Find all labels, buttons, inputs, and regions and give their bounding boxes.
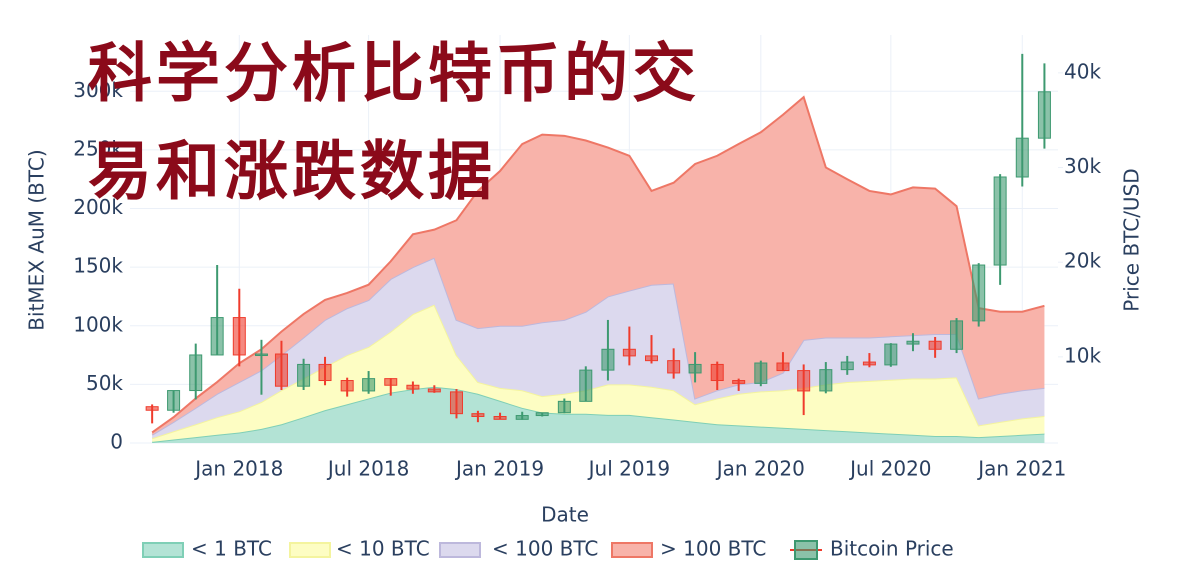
y2-tick-label: 10k [1064,343,1101,367]
candle-body [274,353,288,387]
legend-label: > 100 BTC [660,537,766,561]
candle-body [167,390,181,411]
candle-body [471,413,485,417]
candle-body [145,406,159,411]
x-tick-label: Jan 2018 [193,457,283,481]
candle-body [318,363,332,382]
candle-body [950,320,964,350]
area [152,304,1045,442]
candle-body [1037,91,1051,139]
candle-body [297,363,311,387]
y-tick-label: 200k [73,195,123,219]
candle-body [862,361,876,366]
candle-body [993,176,1007,266]
candle-body [427,388,441,393]
legend-swatch [142,542,184,558]
candle-body [688,363,702,374]
legend-label: < 100 BTC [492,537,598,561]
y-tick-label: 250k [73,136,123,160]
candle-body [972,264,986,322]
candle-body [710,363,724,382]
overlay-title: 科学分析比特币的交 [88,38,700,112]
candle-body [601,348,615,371]
area [152,97,1045,435]
candle-body [622,348,636,357]
legend-swatch [289,542,331,558]
y2-tick-label: 20k [1064,249,1101,273]
legend-label: < 1 BTC [191,537,272,561]
x-tick-label: Jul 2020 [848,457,931,481]
y-tick-label: 50k [86,371,123,395]
y-axis-label: BitMEX AuM (BTC) [25,149,49,330]
candle-body [840,361,854,371]
y2-tick-label: 40k [1064,59,1101,83]
candle-body [254,353,268,357]
candle-body [797,370,811,392]
candle-body [645,355,659,362]
area [152,257,1045,439]
candle-body [906,340,920,345]
candle-body [384,378,398,386]
candle-body [232,317,246,356]
legend-swatch [611,542,653,558]
candle-body [449,391,463,415]
overlay-title: 易和涨跌数据 [88,136,496,210]
x-tick-label: Jan 2019 [454,457,544,481]
candle-body [579,369,593,402]
area-line [151,95,1045,434]
candle-body [667,360,681,374]
x-axis-label: Date [541,503,589,527]
x-tick-label: Jul 2019 [587,457,670,481]
y-tick-label: 100k [73,312,123,336]
legend-swatch [794,540,818,560]
candle-body [340,380,354,392]
candle-body [557,400,571,414]
candle-body [515,415,529,420]
candle-body [1015,137,1029,178]
candle-body [732,380,746,384]
y2-tick-label: 30k [1064,154,1101,178]
y2-axis-label: Price BTC/USD [1120,168,1144,311]
x-tick-label: Jul 2018 [326,457,409,481]
legend-swatch [439,542,481,558]
x-tick-label: Jan 2021 [976,457,1066,481]
candle-body [362,378,376,392]
y-tick-label: 150k [73,254,123,278]
candle-body [406,384,420,390]
candle-body [189,354,203,392]
candle-body [776,362,790,372]
y-tick-label: 300k [73,78,123,102]
candle-body [819,369,833,392]
candle-body [754,362,768,384]
candle-body [928,340,942,350]
candle-body [884,343,898,366]
candle-body [535,412,549,417]
legend-label: Bitcoin Price [830,537,954,561]
candle-body [493,415,507,420]
candle-body [210,317,224,356]
x-tick-label: Jan 2020 [715,457,805,481]
y-tick-label: 0 [110,430,123,454]
legend-label: < 10 BTC [336,537,430,561]
